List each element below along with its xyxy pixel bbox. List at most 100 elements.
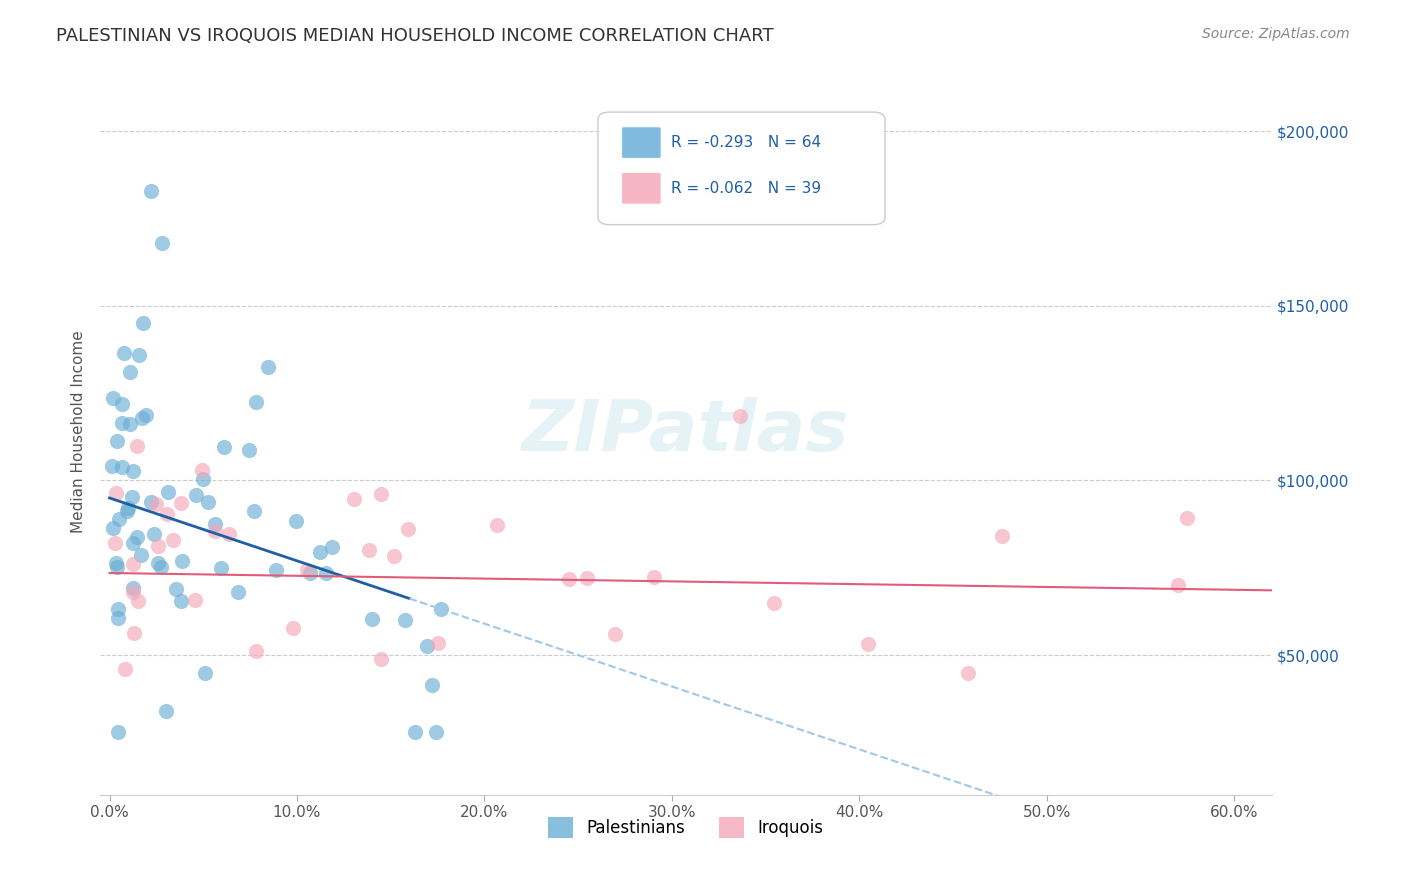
Point bbox=[120, 365, 142, 379]
Point bbox=[129, 549, 152, 563]
Legend: Palestinians, Iroquois: Palestinians, Iroquois bbox=[541, 811, 830, 845]
Point bbox=[343, 491, 366, 506]
Point bbox=[394, 613, 416, 627]
Point bbox=[957, 665, 980, 680]
Point bbox=[299, 566, 322, 580]
Point bbox=[156, 507, 179, 521]
Point bbox=[170, 594, 193, 608]
Point bbox=[150, 236, 173, 251]
Point bbox=[991, 529, 1014, 543]
Point bbox=[107, 724, 129, 739]
Point bbox=[382, 549, 405, 563]
Point bbox=[728, 409, 751, 423]
Point bbox=[858, 637, 880, 651]
Point bbox=[226, 584, 249, 599]
Point bbox=[108, 512, 131, 526]
Text: Source: ZipAtlas.com: Source: ZipAtlas.com bbox=[1202, 27, 1350, 41]
Point bbox=[104, 536, 127, 550]
Point bbox=[283, 621, 305, 635]
Point bbox=[170, 496, 193, 510]
Point bbox=[576, 571, 599, 585]
Point bbox=[128, 348, 150, 362]
Point bbox=[211, 560, 233, 574]
Point bbox=[295, 563, 318, 577]
Point bbox=[132, 317, 155, 331]
Point bbox=[170, 553, 193, 567]
Point bbox=[146, 556, 169, 570]
Point bbox=[103, 392, 125, 406]
Point bbox=[131, 410, 153, 425]
Point bbox=[191, 472, 214, 486]
Point bbox=[118, 417, 141, 432]
Point bbox=[162, 533, 184, 548]
Point bbox=[370, 652, 392, 666]
Point bbox=[264, 563, 287, 577]
Point bbox=[107, 610, 129, 624]
Point bbox=[420, 677, 443, 691]
Point bbox=[146, 539, 169, 553]
FancyBboxPatch shape bbox=[598, 112, 884, 225]
Point bbox=[111, 416, 134, 430]
Point bbox=[763, 596, 786, 610]
Point bbox=[370, 487, 392, 501]
Point bbox=[135, 408, 157, 422]
Point bbox=[143, 527, 166, 541]
FancyBboxPatch shape bbox=[621, 172, 661, 204]
Point bbox=[121, 536, 143, 550]
Point bbox=[204, 517, 226, 532]
Point bbox=[165, 582, 187, 596]
Point bbox=[155, 704, 177, 718]
Text: ZIPatlas: ZIPatlas bbox=[522, 397, 849, 467]
Point bbox=[416, 639, 439, 653]
Point bbox=[117, 500, 139, 515]
Point bbox=[139, 495, 162, 509]
Point bbox=[396, 523, 419, 537]
Point bbox=[125, 439, 148, 453]
Point bbox=[101, 521, 124, 535]
Point bbox=[115, 504, 138, 518]
Point bbox=[315, 566, 337, 581]
Point bbox=[238, 443, 260, 458]
Point bbox=[245, 644, 267, 658]
Point bbox=[204, 524, 226, 539]
Point bbox=[212, 440, 235, 454]
Point bbox=[112, 345, 135, 359]
Point bbox=[156, 485, 179, 500]
Point bbox=[194, 666, 217, 681]
Point bbox=[197, 495, 219, 509]
Point bbox=[404, 724, 426, 739]
Point bbox=[427, 636, 450, 650]
Point bbox=[191, 463, 214, 477]
Point bbox=[111, 397, 134, 411]
Point bbox=[107, 602, 129, 616]
Point bbox=[149, 560, 172, 574]
Text: PALESTINIAN VS IROQUOIS MEDIAN HOUSEHOLD INCOME CORRELATION CHART: PALESTINIAN VS IROQUOIS MEDIAN HOUSEHOLD… bbox=[56, 27, 773, 45]
Point bbox=[186, 488, 208, 502]
Point bbox=[257, 359, 280, 374]
Point bbox=[101, 459, 124, 474]
Point bbox=[111, 459, 134, 474]
Point bbox=[242, 504, 264, 518]
Point bbox=[643, 570, 665, 584]
Point bbox=[184, 593, 207, 607]
Point bbox=[558, 572, 581, 586]
Y-axis label: Median Household Income: Median Household Income bbox=[72, 330, 86, 533]
Point bbox=[122, 558, 145, 572]
Point bbox=[105, 434, 128, 448]
Point bbox=[125, 530, 148, 544]
Point bbox=[122, 463, 145, 477]
Point bbox=[603, 627, 626, 641]
Point bbox=[122, 584, 145, 599]
Point bbox=[309, 544, 332, 558]
Point bbox=[245, 395, 267, 409]
FancyBboxPatch shape bbox=[621, 127, 661, 159]
Point bbox=[360, 612, 382, 626]
Text: R = -0.062   N = 39: R = -0.062 N = 39 bbox=[671, 181, 821, 196]
Point bbox=[1175, 511, 1198, 525]
Point bbox=[218, 527, 240, 541]
Point bbox=[122, 626, 145, 640]
Point bbox=[127, 594, 149, 608]
Point bbox=[105, 557, 128, 571]
Point bbox=[321, 541, 343, 555]
Text: R = -0.293   N = 64: R = -0.293 N = 64 bbox=[671, 135, 821, 150]
